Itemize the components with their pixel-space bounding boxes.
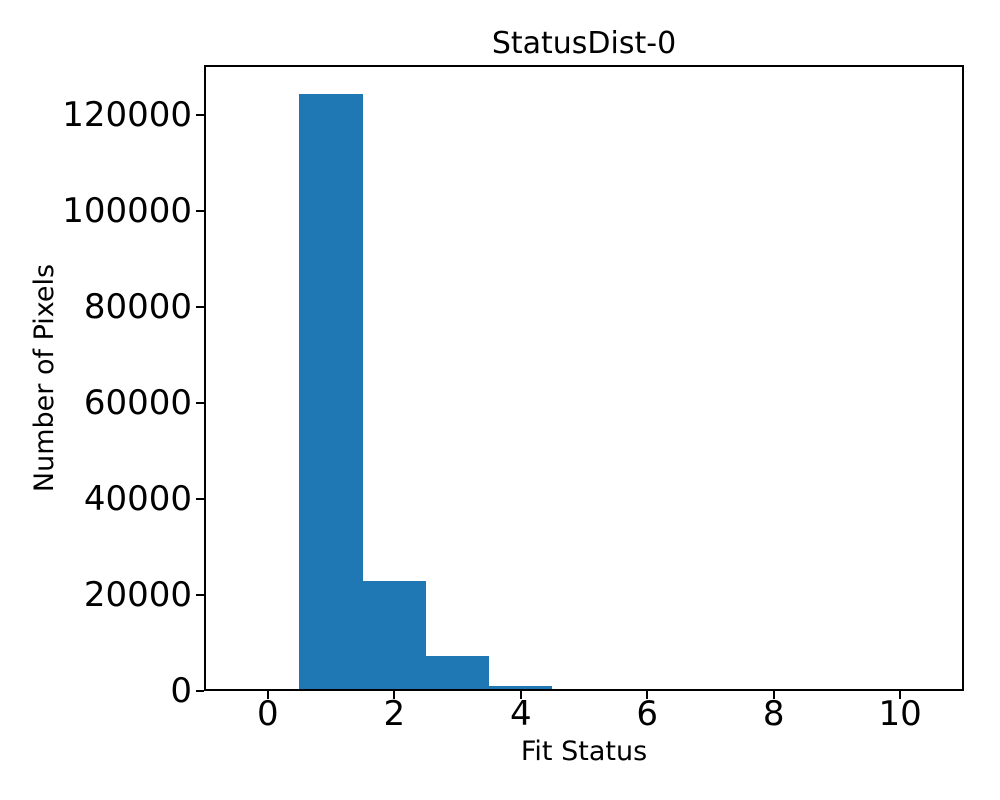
- y-tick-mark: [196, 305, 204, 308]
- x-axis-label: Fit Status: [520, 736, 648, 767]
- y-tick-mark: [196, 690, 204, 692]
- x-tick-label: 8: [762, 694, 785, 734]
- x-tick-label: 0: [257, 694, 279, 734]
- y-tick-label: 120000: [62, 94, 192, 135]
- x-tick-label: 10: [878, 694, 922, 734]
- x-tick-label: 4: [509, 694, 532, 734]
- y-tick-label: 60000: [83, 382, 192, 423]
- y-tick-mark: [196, 593, 204, 596]
- x-tick-mark: [772, 691, 775, 699]
- x-tick-mark: [393, 691, 396, 699]
- x-tick-mark: [899, 691, 902, 699]
- histogram-bar: [425, 655, 490, 689]
- y-axis-label: Number of Pixels: [29, 263, 60, 493]
- histogram-bar: [362, 581, 426, 689]
- plot-area: [204, 65, 964, 691]
- y-tick-label: 80000: [83, 286, 192, 327]
- y-tick-mark: [196, 401, 204, 404]
- x-tick-mark: [266, 691, 269, 699]
- chart-title: StatusDist-0: [491, 26, 677, 61]
- x-tick-label: 6: [636, 694, 659, 734]
- y-tick-label: 20000: [83, 574, 192, 615]
- x-tick-mark: [646, 691, 649, 699]
- histogram-bar: [489, 685, 553, 689]
- y-tick-mark: [196, 209, 204, 212]
- x-tick-mark: [519, 691, 522, 699]
- y-tick-label: 0: [170, 671, 192, 711]
- y-tick-label: 100000: [62, 190, 192, 231]
- histogram-bar: [299, 93, 363, 689]
- y-tick-label: 40000: [83, 478, 192, 519]
- x-tick-label: 2: [383, 694, 406, 734]
- y-tick-mark: [196, 113, 204, 116]
- y-tick-mark: [196, 497, 204, 500]
